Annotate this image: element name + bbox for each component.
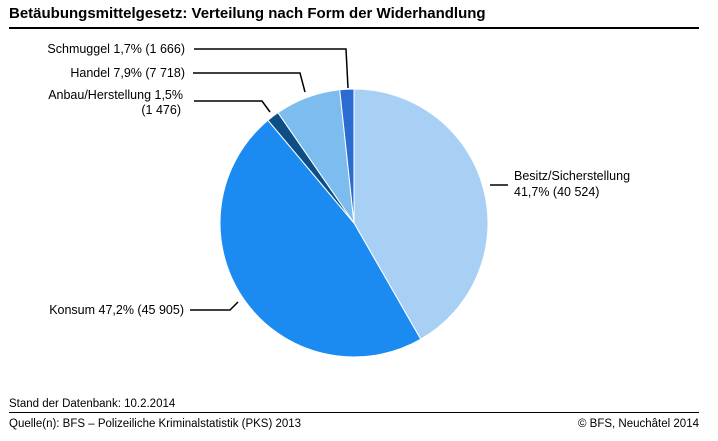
chart-title: Betäubungsmittelgesetz: Verteilung nach … xyxy=(9,5,486,22)
leader-line-anbau-herstellung xyxy=(194,100,271,113)
slice-label-line: Besitz/Sicherstellung xyxy=(514,169,630,183)
label-leader-lines xyxy=(190,48,508,311)
footer-divider xyxy=(9,412,699,413)
slice-label-schmuggel: Schmuggel 1,7% (1 666) xyxy=(47,42,185,56)
copyright-note: © BFS, Neuchâtel 2014 xyxy=(578,418,699,430)
pie-slice-schmuggel xyxy=(339,88,355,224)
pie-slice-besitz-sicherstellung xyxy=(353,88,489,340)
pie-slices xyxy=(219,88,489,358)
slice-label-line: 41,7% (40 524) xyxy=(514,185,599,199)
slice-label-anbau-herstellung: Anbau/Herstellung 1,5% (1 476) xyxy=(48,88,183,117)
database-date-label: Stand der Datenbank: xyxy=(9,398,121,410)
pie-slice-konsum xyxy=(219,119,422,358)
slice-label-line: Schmuggel 1,7% (1 666) xyxy=(47,42,185,56)
slice-label-handel: Handel 7,9% (7 718) xyxy=(70,66,185,80)
leader-line-konsum xyxy=(190,301,239,311)
database-date-value: 10.2.2014 xyxy=(124,398,176,410)
source-note: Quelle(n): BFS – Polizeiliche Kriminalst… xyxy=(9,418,302,430)
slice-label-line: Anbau/Herstellung 1,5% xyxy=(48,88,183,102)
slice-label-line: Handel 7,9% (7 718) xyxy=(70,66,185,80)
slice-labels: Besitz/Sicherstellung 41,7% (40 524) Konsu… xyxy=(47,42,630,317)
slice-label-besitz-sicherstellung: Besitz/Sicherstellung 41,7% (40 524) xyxy=(514,169,630,199)
slice-label-konsum: Konsum 47,2% (45 905) xyxy=(49,303,184,317)
database-date: Stand der Datenbank: 10.2.2014 xyxy=(9,398,175,410)
slice-label-line: Konsum 47,2% (45 905) xyxy=(49,303,184,317)
leader-line-schmuggel xyxy=(194,48,349,89)
slice-label-line: (1 476) xyxy=(141,103,181,117)
leader-line-handel xyxy=(193,72,306,93)
title-divider xyxy=(9,27,699,29)
